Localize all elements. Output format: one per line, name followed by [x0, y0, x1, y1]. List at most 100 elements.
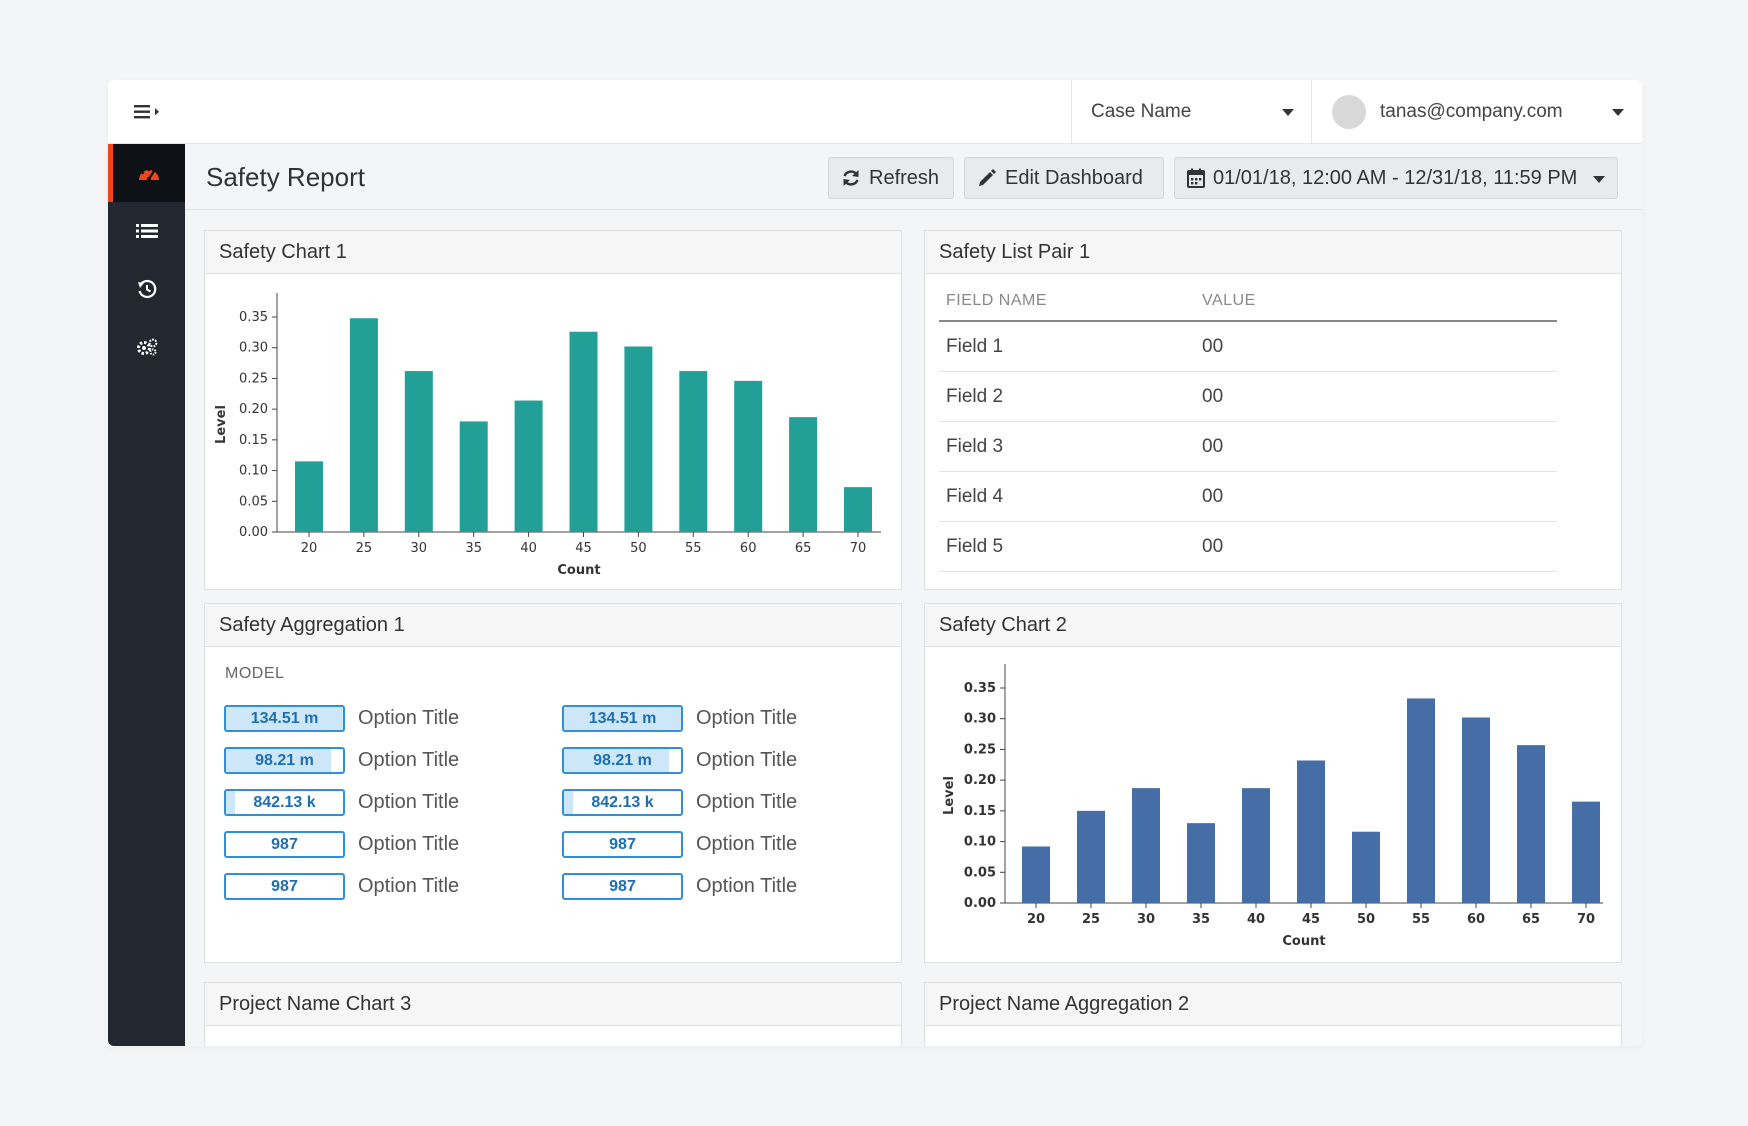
bar[interactable] — [844, 487, 872, 532]
y-tick-label: 0.15 — [239, 433, 268, 448]
y-tick-label: 0.05 — [239, 494, 268, 509]
pill-value: 987 — [271, 836, 298, 853]
option-title: Option Title — [696, 833, 798, 855]
pill-value: 987 — [609, 878, 636, 895]
pill-value: 134.51 m — [250, 710, 319, 727]
bar[interactable] — [679, 371, 708, 532]
pencil-icon — [979, 169, 996, 186]
option-title: Option Title — [358, 833, 460, 855]
bar[interactable] — [1187, 823, 1215, 903]
bar[interactable] — [1462, 717, 1490, 903]
bar[interactable] — [404, 371, 433, 532]
value-pill[interactable]: 987 — [224, 873, 345, 900]
bar[interactable] — [295, 461, 323, 532]
value-pill[interactable]: 98.21 m — [224, 747, 345, 774]
date-range-picker[interactable]: 01/01/18, 12:00 AM - 12/31/18, 11:59 PM — [1174, 157, 1618, 199]
chevron-down-icon — [1593, 176, 1605, 183]
bar[interactable] — [1572, 801, 1600, 903]
y-tick-label: 0.25 — [964, 742, 996, 757]
value-pill[interactable]: 842.13 k — [562, 789, 683, 816]
card-title: Project Name Chart 3 — [205, 983, 901, 1026]
option-title: Option Title — [696, 791, 798, 813]
column-header-value: VALUE — [1202, 292, 1256, 309]
value-pill-fill — [226, 791, 236, 814]
bar[interactable] — [1242, 788, 1270, 903]
card-safety-chart-2: Safety Chart 2 0.00 0.05 0.10 0.15 0.20 0.25 0… — [924, 603, 1622, 963]
bar[interactable] — [1077, 810, 1105, 903]
bar[interactable] — [1022, 846, 1050, 903]
page-title: Safety Report — [206, 162, 365, 192]
refresh-button[interactable]: Refresh — [828, 157, 954, 199]
edit-dashboard-button[interactable]: Edit Dashboard — [964, 157, 1164, 199]
bar[interactable] — [1407, 698, 1435, 903]
bar[interactable] — [734, 380, 763, 532]
option-title: Option Title — [358, 791, 460, 813]
option-title: Option Title — [696, 749, 798, 771]
bar[interactable] — [1297, 760, 1325, 903]
value-pill-fill — [564, 707, 681, 730]
x-tick-label: 20 — [1027, 912, 1045, 927]
x-tick-label: 35 — [465, 541, 482, 556]
sidebar-item-settings[interactable] — [108, 318, 185, 376]
avatar — [1332, 95, 1366, 129]
sidebar-item-dashboard[interactable] — [108, 144, 185, 202]
value-pill[interactable]: 842.13 k — [224, 789, 345, 816]
sidebar-item-list[interactable] — [108, 202, 185, 260]
list-item: Field 1 00 — [939, 322, 1557, 372]
x-tick-label: 55 — [1412, 912, 1430, 927]
user-dropdown[interactable]: tanas@company.com — [1311, 80, 1642, 144]
bar-chart-2: 0.00 0.05 0.10 0.15 0.20 0.25 0.30 0.35 20 25 30 35… — [942, 664, 1603, 949]
sidebar-item-history[interactable] — [108, 260, 185, 318]
field-value: 00 — [1202, 335, 1224, 357]
value-pill[interactable]: 987 — [562, 873, 683, 900]
value-pill[interactable]: 987 — [224, 831, 345, 858]
value-pill[interactable]: 987 — [562, 831, 683, 858]
bar-chart-1: 0.00 0.05 0.10 0.15 0.20 0.25 0.30 0.35 20 25 30 35… — [214, 293, 881, 578]
list-item: Field 3 00 — [939, 422, 1557, 472]
menu-toggle-icon[interactable] — [134, 100, 168, 124]
y-tick-label: 0.00 — [964, 896, 996, 911]
bar[interactable] — [624, 346, 653, 532]
top-bar: Case Name tanas@company.com — [108, 80, 1642, 144]
aggregation-item: 842.13 k Option Title — [562, 789, 797, 816]
case-dropdown-label: Case Name — [1091, 101, 1192, 122]
page-header: Safety Report Refresh Edit Dashboard — [185, 144, 1642, 210]
value-pill[interactable]: 134.51 m — [224, 705, 345, 732]
x-tick-label: 25 — [1082, 912, 1100, 927]
option-title: Option Title — [696, 707, 798, 729]
refresh-label: Refresh — [869, 166, 940, 189]
value-pill[interactable]: 98.21 m — [562, 747, 683, 774]
bar[interactable] — [349, 318, 378, 532]
value-pill[interactable]: 134.51 m — [562, 705, 683, 732]
pill-value: 987 — [609, 836, 636, 853]
card-title: Safety Aggregation 1 — [205, 604, 901, 647]
refresh-icon — [843, 170, 859, 186]
app-window: Case Name tanas@company.com — [108, 80, 1642, 1046]
x-tick-label: 30 — [1137, 912, 1155, 927]
x-tick-label: 60 — [1467, 912, 1485, 927]
y-tick-label: 0.35 — [239, 310, 268, 325]
field-name: Field 1 — [946, 335, 1004, 357]
settings-icon — [136, 338, 157, 356]
bar[interactable] — [459, 421, 488, 532]
sidebar — [108, 144, 185, 1046]
card-title: Safety Chart 1 — [205, 231, 901, 274]
bar[interactable] — [514, 400, 543, 532]
field-name: Field 2 — [946, 385, 1004, 407]
calendar-icon — [1187, 168, 1205, 188]
list-pair-header: FIELD NAME VALUE — [939, 282, 1557, 322]
bar[interactable] — [569, 331, 598, 532]
case-dropdown[interactable]: Case Name — [1071, 80, 1311, 144]
bar[interactable] — [789, 417, 818, 532]
column-header-field-name: FIELD NAME — [946, 292, 1048, 309]
list-item: Field 5 00 — [939, 522, 1557, 572]
card-safety-list-pair-1: Safety List Pair 1 FIELD NAME VALUE Fiel… — [924, 230, 1622, 590]
list-item: Field 2 00 — [939, 372, 1557, 422]
bar[interactable] — [1352, 831, 1380, 903]
pill-value: 98.21 m — [255, 752, 314, 769]
bar[interactable] — [1517, 745, 1545, 903]
x-tick-label: 70 — [850, 541, 867, 556]
field-name: Field 3 — [946, 435, 1004, 457]
aggregation-item: 842.13 k Option Title — [224, 789, 459, 816]
bar[interactable] — [1132, 788, 1160, 903]
